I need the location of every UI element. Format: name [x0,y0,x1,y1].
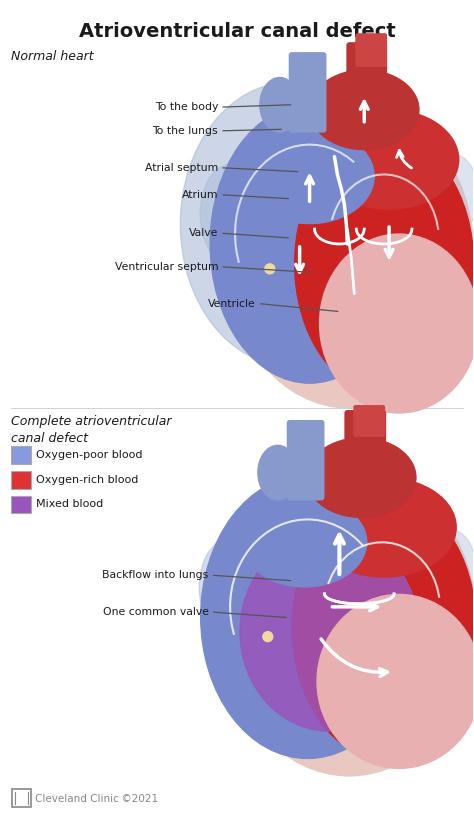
Ellipse shape [200,165,260,264]
Text: To the body: To the body [155,102,218,112]
Text: To the lungs: To the lungs [153,126,218,136]
Ellipse shape [310,70,419,150]
Text: ©2021: ©2021 [115,793,158,804]
Ellipse shape [199,540,257,635]
Ellipse shape [260,77,300,133]
FancyBboxPatch shape [289,52,327,133]
FancyBboxPatch shape [345,410,386,481]
Text: Backflow into lungs: Backflow into lungs [102,570,209,580]
Text: Atrioventricular canal defect: Atrioventricular canal defect [79,22,395,41]
Ellipse shape [243,497,367,587]
FancyBboxPatch shape [356,33,387,67]
Text: Atrium: Atrium [182,189,218,200]
Ellipse shape [245,129,374,224]
Ellipse shape [201,475,414,759]
Ellipse shape [319,109,459,209]
Text: One common valve: One common valve [103,607,209,617]
Text: Oxygen-rich blood: Oxygen-rich blood [36,475,138,485]
FancyBboxPatch shape [346,42,387,113]
Ellipse shape [223,467,474,776]
Ellipse shape [317,594,474,769]
FancyBboxPatch shape [11,495,31,514]
Text: Atrial septum: Atrial septum [145,163,218,173]
Text: Valve: Valve [189,228,218,238]
Text: Normal heart: Normal heart [11,50,94,63]
Ellipse shape [210,105,409,384]
Text: Cleveland Clinic: Cleveland Clinic [35,793,119,804]
Text: Complete atrioventricular
canal defect: Complete atrioventricular canal defect [11,415,172,445]
FancyBboxPatch shape [353,405,385,437]
Ellipse shape [312,477,456,577]
Ellipse shape [292,495,474,759]
Ellipse shape [225,100,474,408]
Text: Oxygen-poor blood: Oxygen-poor blood [36,449,143,460]
Circle shape [263,632,273,642]
Text: Ventricular septum: Ventricular septum [115,262,218,272]
FancyBboxPatch shape [11,446,31,463]
Ellipse shape [180,82,399,365]
Ellipse shape [295,135,474,393]
Text: Ventricle: Ventricle [208,299,256,309]
Ellipse shape [307,438,416,518]
Ellipse shape [319,234,474,413]
Text: Mixed blood: Mixed blood [36,500,103,509]
FancyBboxPatch shape [287,420,325,500]
Ellipse shape [429,155,474,234]
Ellipse shape [240,532,419,731]
Ellipse shape [426,530,474,604]
Ellipse shape [258,445,298,500]
Circle shape [265,264,275,274]
FancyBboxPatch shape [11,471,31,489]
